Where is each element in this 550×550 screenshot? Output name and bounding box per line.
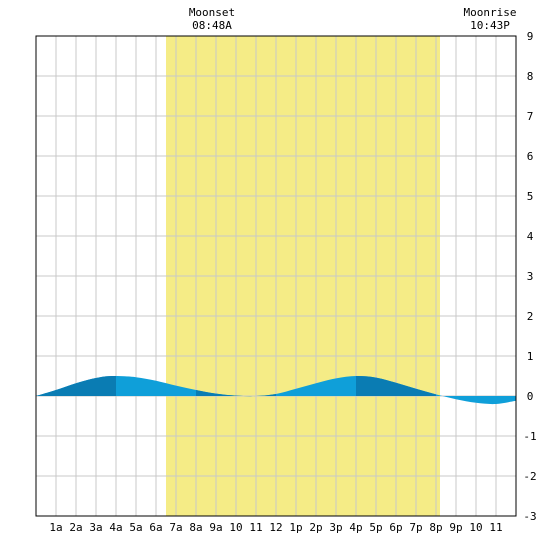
x-tick-label: 6p: [389, 521, 402, 534]
y-tick-label: 6: [527, 150, 534, 163]
x-tick-label: 9a: [209, 521, 222, 534]
x-tick-label: 7a: [169, 521, 182, 534]
x-tick-label: 2a: [69, 521, 82, 534]
x-tick-label: 9p: [449, 521, 462, 534]
y-tick-label: 2: [527, 310, 534, 323]
y-tick-label: 0: [527, 390, 534, 403]
x-tick-label: 10: [229, 521, 242, 534]
y-tick-labels: -3 -2 -1 0 1 2 3 4 5 6 7 8 9: [523, 30, 536, 523]
y-tick-label: 4: [527, 230, 534, 243]
x-tick-label: 12: [269, 521, 282, 534]
x-tick-label: 10: [469, 521, 482, 534]
x-tick-label: 3p: [329, 521, 342, 534]
x-tick-label: 5p: [369, 521, 382, 534]
x-tick-label: 4a: [109, 521, 122, 534]
moon-event-time: 08:48A: [192, 19, 232, 32]
moon-event-time: 10:43P: [470, 19, 510, 32]
y-tick-label: 5: [527, 190, 534, 203]
x-tick-label: 6a: [149, 521, 162, 534]
x-tick-label: 7p: [409, 521, 422, 534]
x-tick-label: 11: [249, 521, 262, 534]
moon-event-label: Moonrise: [464, 6, 517, 19]
x-tick-label: 8a: [189, 521, 202, 534]
y-tick-label: -3: [523, 510, 536, 523]
x-tick-label: 11: [489, 521, 502, 534]
y-tick-label: 9: [527, 30, 534, 43]
moon-event-label: Moonset: [189, 6, 235, 19]
x-tick-label: 2p: [309, 521, 322, 534]
x-tick-label: 1p: [289, 521, 302, 534]
y-tick-label: 1: [527, 350, 534, 363]
x-tick-label: 3a: [89, 521, 102, 534]
plot-frame: [35, 35, 517, 517]
y-tick-label: 8: [527, 70, 534, 83]
x-tick-label: 5a: [129, 521, 142, 534]
x-tick-label: 8p: [429, 521, 442, 534]
x-tick-labels: 1a 2a 3a 4a 5a 6a 7a 8a 9a 10 11 12 1p 2p 3p 4p 5p 6p 7p 8p…: [49, 521, 502, 534]
y-tick-label: 7: [527, 110, 534, 123]
y-tick-label: -1: [523, 430, 536, 443]
y-tick-label: -2: [523, 470, 536, 483]
x-tick-label: 4p: [349, 521, 362, 534]
x-tick-label: 1a: [49, 521, 62, 534]
y-tick-label: 3: [527, 270, 534, 283]
grid-layer: [36, 36, 516, 516]
